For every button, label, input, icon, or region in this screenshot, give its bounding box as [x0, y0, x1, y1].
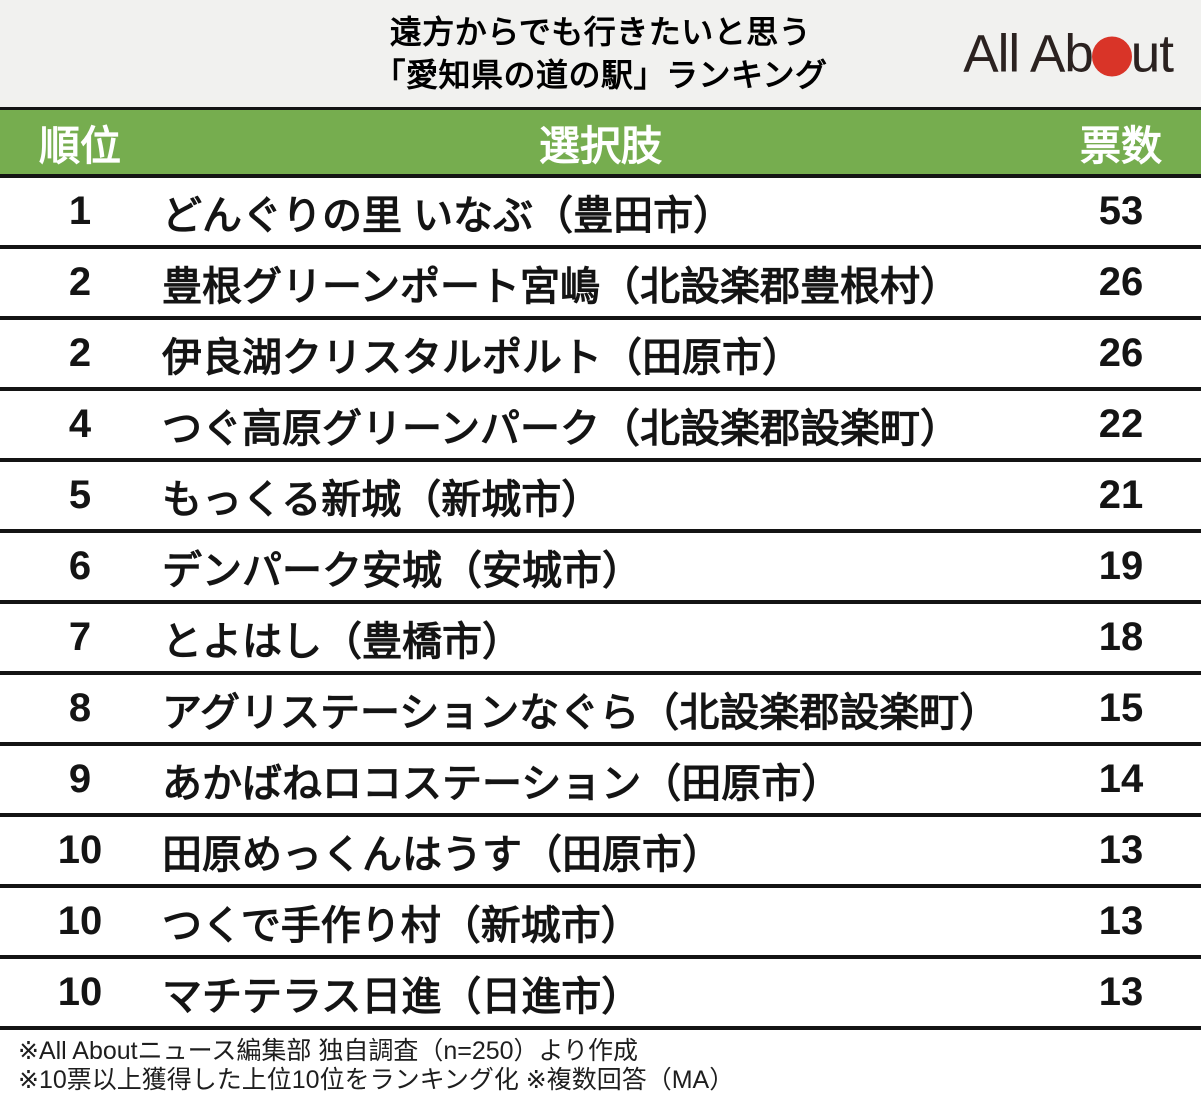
logo-text-left: All Ab — [963, 24, 1094, 83]
table-row: 6 デンパーク安城（安城市） 19 — [0, 533, 1201, 604]
rank-cell: 9 — [68, 757, 92, 801]
table-row: 4 つぐ高原グリーンパーク（北設楽郡設楽町） 22 — [0, 391, 1201, 462]
name-cell: とよはし（豊橋市） — [162, 619, 522, 664]
title-line-2: 「愛知県の道の駅」ランキング — [373, 56, 828, 93]
votes-cell: 26 — [1098, 260, 1144, 304]
name-cell: アグリステーションなぐら（北設楽郡設楽町） — [162, 690, 1000, 735]
votes-cell: 15 — [1098, 686, 1144, 730]
votes-cell: 53 — [1098, 189, 1144, 233]
table-row: 2 豊根グリーンポート宮嶋（北設楽郡豊根村） 26 — [0, 249, 1201, 320]
name-cell: もっくる新城（新城市） — [162, 477, 602, 522]
rank-cell: 4 — [68, 402, 92, 446]
name-cell: つぐ高原グリーンパーク（北設楽郡設楽町） — [162, 406, 960, 451]
name-cell: 田原めっくんはうす（田原市） — [162, 832, 722, 877]
rank-cell: 10 — [57, 970, 103, 1014]
rank-cell: 2 — [68, 260, 92, 304]
rank-cell: 10 — [57, 828, 103, 872]
rank-cell: 1 — [68, 189, 92, 233]
rank-cell: 2 — [68, 331, 92, 375]
rank-cell: 5 — [68, 473, 92, 517]
votes-cell: 13 — [1098, 899, 1144, 943]
footnotes: ※All Aboutニュース編集部 独自調査（n=250）より作成 ※10票以上… — [0, 1030, 1201, 1103]
rank-cell: 7 — [68, 615, 92, 659]
name-cell: あかばねロコステーション（田原市） — [162, 761, 842, 806]
table-row: 10 マチテラス日進（日進市） 13 — [0, 959, 1201, 1030]
name-cell: 伊良湖クリスタルポルト（田原市） — [162, 335, 802, 380]
table-body: 1 どんぐりの里 いなぶ（豊田市） 53 2 豊根グリーンポート宮嶋（北設楽郡豊… — [0, 178, 1201, 1030]
table-row: 10 つくで手作り村（新城市） 13 — [0, 888, 1201, 959]
name-cell: マチテラス日進（日進市） — [162, 974, 642, 1019]
name-cell: つくで手作り村（新城市） — [162, 903, 641, 948]
votes-cell: 14 — [1098, 757, 1144, 801]
votes-cell: 19 — [1098, 544, 1144, 588]
footnote-line-2: ※10票以上獲得した上位10位をランキング化 ※複数回答（MA） — [18, 1066, 735, 1095]
table-row: 10 田原めっくんはうす（田原市） 13 — [0, 817, 1201, 888]
column-header-choice: 選択肢 — [539, 123, 662, 169]
table-row: 5 もっくる新城（新城市） 21 — [0, 462, 1201, 533]
logo-red-dot-icon — [1091, 36, 1132, 76]
votes-cell: 13 — [1098, 828, 1144, 872]
table-row: 1 どんぐりの里 いなぶ（豊田市） 53 — [0, 178, 1201, 249]
name-cell: 豊根グリーンポート宮嶋（北設楽郡豊根村） — [162, 264, 960, 309]
table-column-header: 順位 選択肢 票数 — [0, 110, 1201, 178]
table-row: 9 あかばねロコステーション（田原市） 14 — [0, 746, 1201, 817]
name-cell: デンパーク安城（安城市） — [162, 548, 642, 593]
title-line-1: 遠方からでも行きたいと思う — [389, 14, 812, 51]
table-row: 8 アグリステーションなぐら（北設楽郡設楽町） 15 — [0, 675, 1201, 746]
page-title: 遠方からでも行きたいと思う 「愛知県の道の駅」ランキング — [373, 11, 827, 95]
table-row: 2 伊良湖クリスタルポルト（田原市） 26 — [0, 320, 1201, 391]
votes-cell: 18 — [1098, 615, 1144, 659]
votes-cell: 13 — [1098, 970, 1144, 1014]
rank-cell: 8 — [68, 686, 92, 730]
column-header-rank: 順位 — [39, 123, 121, 169]
votes-cell: 26 — [1098, 331, 1144, 375]
table-row: 7 とよはし（豊橋市） 18 — [0, 604, 1201, 675]
column-header-votes: 票数 — [1080, 123, 1162, 169]
votes-cell: 22 — [1098, 402, 1144, 446]
allabout-logo: All Ab ut — [963, 23, 1174, 84]
footnote-line-1: ※All Aboutニュース編集部 独自調査（n=250）より作成 — [18, 1037, 639, 1065]
logo-text-right: ut — [1130, 24, 1174, 83]
name-cell: どんぐりの里 いなぶ（豊田市） — [162, 193, 734, 238]
rank-cell: 10 — [57, 899, 103, 943]
votes-cell: 21 — [1098, 473, 1144, 517]
header-band: 遠方からでも行きたいと思う 「愛知県の道の駅」ランキング All Ab ut — [0, 0, 1201, 110]
rank-cell: 6 — [68, 544, 92, 588]
